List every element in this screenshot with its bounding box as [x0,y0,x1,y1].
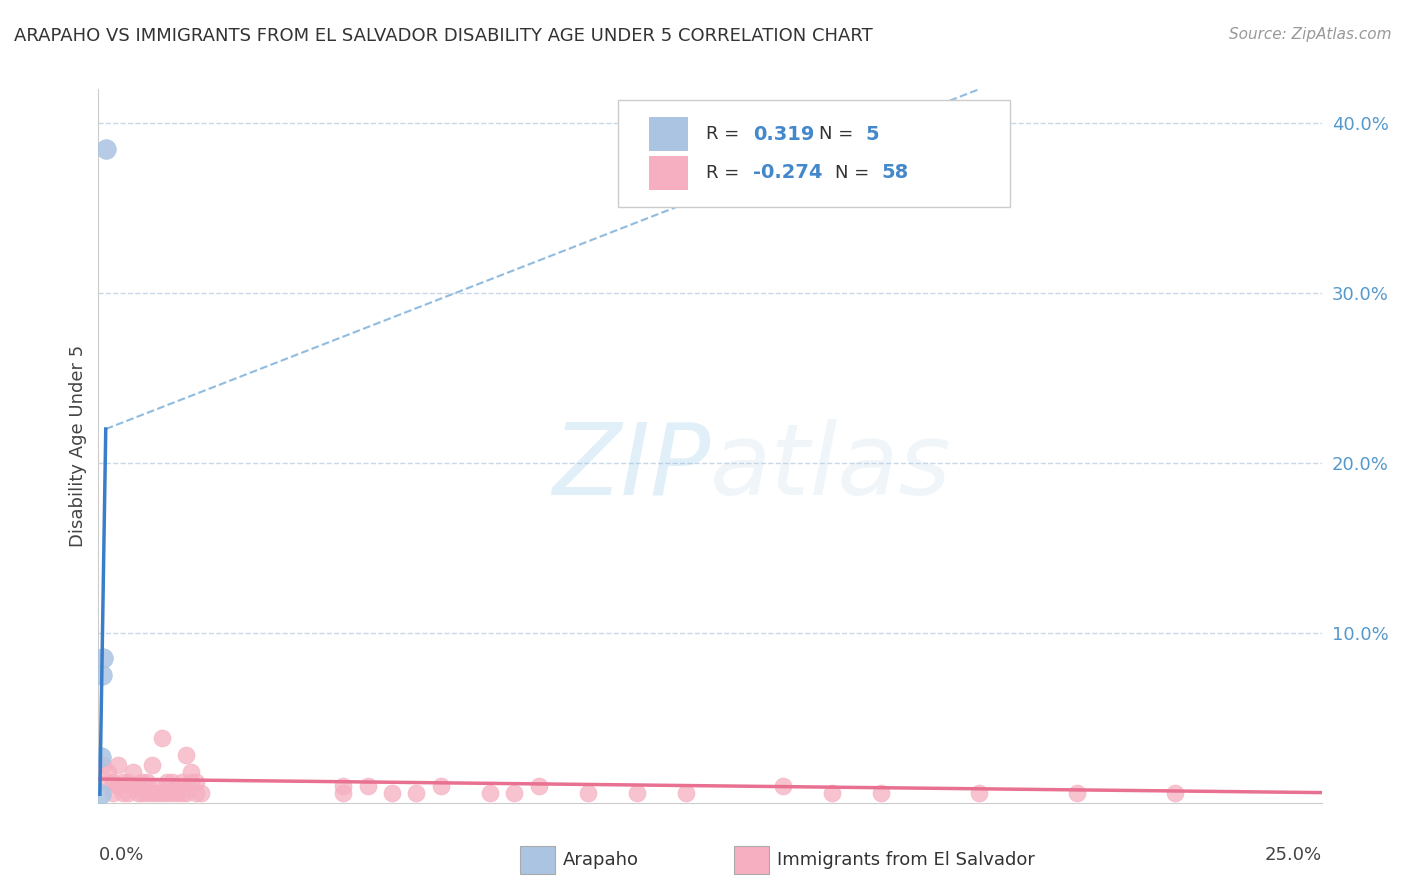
Point [156,786,179,800]
Point [160,775,183,789]
Point [821,786,844,800]
Point [91,668,114,682]
Point [176,748,198,763]
Text: N =: N = [818,125,859,143]
Point [141,786,163,800]
Point [405,786,427,800]
Point [146,779,169,793]
Text: 0.319: 0.319 [752,125,814,144]
Point [356,779,378,793]
Y-axis label: Disability Age Under 5: Disability Age Under 5 [69,345,87,547]
Point [190,786,212,800]
Point [90,787,112,801]
Point [150,731,173,746]
Point [478,786,501,800]
Point [166,779,188,793]
Point [503,786,526,800]
Point [626,786,648,800]
Text: ZIP: ZIP [551,419,710,516]
Point [97,775,120,789]
Point [121,765,143,780]
Point [332,786,354,800]
Text: 58: 58 [882,163,908,182]
Point [97,765,120,780]
Point [160,786,183,800]
Point [131,775,153,789]
Point [111,775,134,789]
Text: N =: N = [835,164,875,182]
Point [117,786,139,800]
Point [166,786,188,800]
Point [91,651,114,665]
Text: atlas: atlas [710,419,952,516]
Point [381,786,404,800]
Text: Source: ZipAtlas.com: Source: ZipAtlas.com [1229,27,1392,42]
FancyBboxPatch shape [520,846,555,874]
Point [430,779,453,793]
Point [146,786,169,800]
Point [127,786,149,800]
Point [141,758,163,772]
Point [170,775,193,789]
Point [1066,786,1088,800]
Point [131,786,153,800]
Point [176,786,198,800]
Point [180,765,202,780]
Text: R =: R = [706,125,745,143]
Text: 25.0%: 25.0% [1264,846,1322,863]
FancyBboxPatch shape [650,117,688,152]
Point [150,786,173,800]
Point [186,775,208,789]
Point [136,786,159,800]
Point [772,779,794,793]
Point [94,142,117,156]
Point [186,786,208,800]
Point [576,786,599,800]
Point [117,775,139,789]
Text: 5: 5 [865,125,879,144]
Point [101,786,124,800]
Point [101,775,124,789]
Point [107,779,129,793]
Text: R =: R = [706,164,745,182]
Point [121,779,143,793]
Point [136,775,159,789]
Point [870,786,893,800]
Point [91,758,114,772]
Point [90,750,112,764]
Point [170,786,193,800]
Text: Immigrants from El Salvador: Immigrants from El Salvador [778,851,1035,869]
Text: 0.0%: 0.0% [98,846,143,863]
Point [107,758,129,772]
Point [156,775,179,789]
Point [675,786,697,800]
Point [967,786,990,800]
FancyBboxPatch shape [650,155,688,190]
Text: Arapaho: Arapaho [564,851,640,869]
FancyBboxPatch shape [619,100,1010,207]
Point [127,779,149,793]
Point [332,779,354,793]
Point [1164,786,1187,800]
Text: ARAPAHO VS IMMIGRANTS FROM EL SALVADOR DISABILITY AGE UNDER 5 CORRELATION CHART: ARAPAHO VS IMMIGRANTS FROM EL SALVADOR D… [14,27,873,45]
Point [111,786,134,800]
Point [180,775,202,789]
FancyBboxPatch shape [734,846,769,874]
Text: -0.274: -0.274 [752,163,823,182]
Point [527,779,550,793]
